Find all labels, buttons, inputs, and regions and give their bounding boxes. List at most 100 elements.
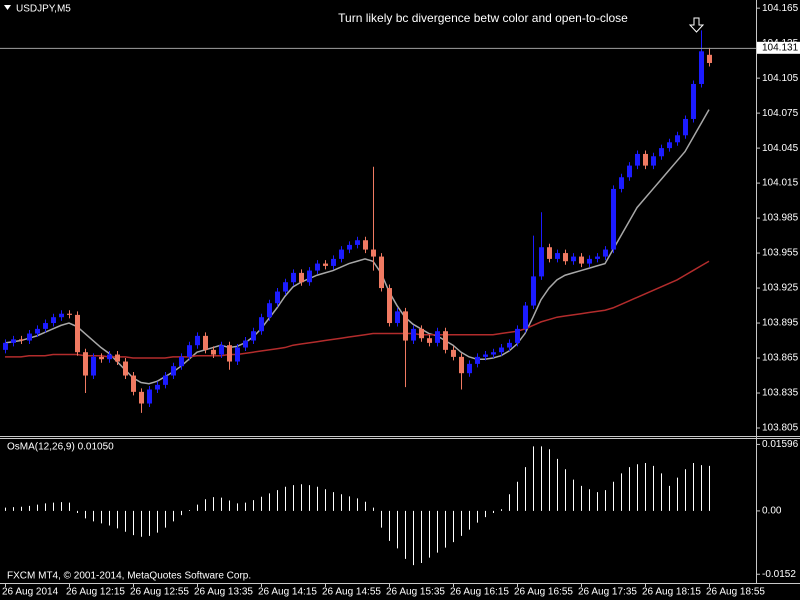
candle-body [507,342,512,348]
candle-body [43,323,48,329]
y-tick-label: 104.075 [762,108,799,119]
candle-body [307,270,312,283]
candle-body [515,328,520,343]
candle-body [635,153,640,166]
candle-body [587,258,592,264]
candle-body [499,347,504,353]
indicator-title: OsMA(12,26,9) 0.01050 [7,442,114,453]
candle-body [339,249,344,259]
y-tick-label: 0.00 [762,506,782,517]
candle-body [427,338,432,343]
copyright: FXCM MT4, © 2001-2014, MetaQuotes Softwa… [7,571,251,582]
candle-body [595,256,600,259]
current-price-label: 104.131 [762,42,799,53]
candle-body [115,354,120,362]
candle-body [659,148,664,157]
candle-body [355,240,360,245]
candle-body [467,363,472,374]
x-tick-label: 26 Aug 14:15 [258,587,317,598]
symbol-title: USDJPY,M5 [16,4,71,15]
candle-body [563,253,568,262]
candle-body [571,256,576,262]
candle-body [299,272,304,283]
candle-body [147,389,152,404]
candle-body [619,177,624,189]
x-tick-label: 26 Aug 13:35 [194,587,253,598]
candle-body [195,335,200,346]
candle-body [531,276,536,306]
candle-body [603,249,608,257]
candle-body [235,347,240,362]
candle-body [555,253,560,259]
x-tick-label: 26 Aug 2014 [2,587,59,598]
candle-body [91,356,96,376]
candle-body [699,51,704,84]
candle-body [107,354,112,360]
candle-body [411,328,416,341]
candle-body [75,314,80,353]
x-tick-label: 26 Aug 16:15 [450,587,509,598]
candle-body [131,375,136,392]
candle-body [379,256,384,289]
candle-body [291,272,296,283]
candle-body [443,331,448,350]
candle-body [707,54,712,63]
candle-body [243,340,248,348]
candle-body [579,256,584,264]
candle-body [683,118,688,136]
candle-body [251,331,256,341]
candle-body [11,339,16,343]
candle-body [155,384,160,390]
x-tick-label: 26 Aug 14:55 [322,587,381,598]
candle-body [267,303,272,318]
candle-body [523,305,528,329]
candle-body [691,83,696,119]
candle-body [283,282,288,292]
candle-body [139,391,144,404]
candle-body [323,263,328,266]
candle-body [27,333,32,341]
candle-body [211,349,216,355]
y-tick-label: 103.955 [762,248,799,259]
candle-body [651,156,656,166]
current-price-box [757,41,800,54]
moving-average [5,260,710,359]
candle-body [451,349,456,357]
moving-average [4,109,710,385]
candle-body [275,291,280,304]
arrow-icon [688,17,705,33]
candle-body [331,258,336,266]
candle-body [203,335,208,350]
candle-body [347,244,352,250]
y-tick-label: 0.01596 [762,439,799,450]
candle-body [35,328,40,334]
y-tick-label: -0.0152 [762,569,796,580]
candle-body [67,313,72,315]
candle-body [643,153,648,166]
candle-body [403,311,408,341]
candle-body [475,356,480,364]
candle-body [315,263,320,271]
candle-body [483,354,488,357]
x-tick-label: 26 Aug 16:55 [514,587,573,598]
y-tick-label: 103.865 [762,353,799,364]
y-tick-label: 104.165 [762,3,799,14]
candle-body [123,361,128,376]
candle-body [539,247,544,277]
candle-body [611,188,616,250]
y-tick-label: 104.015 [762,178,799,189]
annotation: Turn likely bc divergence betw color and… [338,11,628,25]
candle-body [435,331,440,343]
y-tick-label: 103.925 [762,283,799,294]
candle-body [363,240,368,250]
candle-body [419,328,424,339]
candle-body [179,356,184,367]
candle-body [387,288,392,324]
candle-body [3,342,8,350]
candle-body [83,352,88,376]
menu-triangle[interactable] [4,5,11,10]
candle-body [59,313,64,318]
candle-body [163,375,168,385]
candle-body [667,142,672,149]
